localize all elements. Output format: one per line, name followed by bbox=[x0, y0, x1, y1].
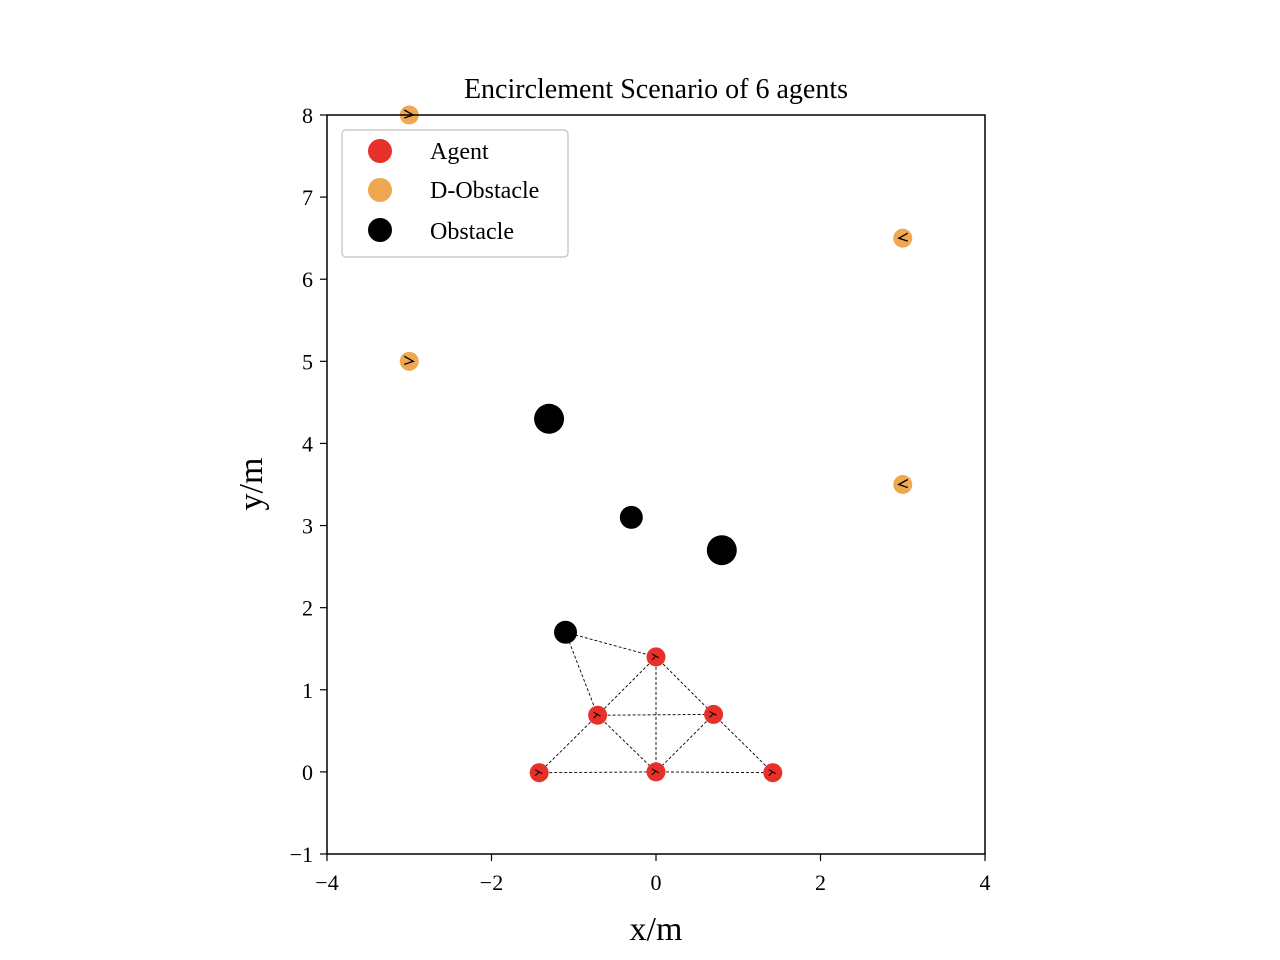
legend-label-obstacle: Obstacle bbox=[430, 219, 514, 245]
d-obstacle-heading bbox=[897, 232, 909, 242]
legend-marker-d-obstacle bbox=[368, 178, 392, 202]
x-axis: −4 −2 0 2 4 bbox=[315, 854, 991, 895]
y-tick-label: −1 bbox=[290, 842, 313, 867]
obstacle-link bbox=[565, 631, 657, 658]
y-tick-label: 5 bbox=[302, 349, 313, 374]
agent-heading bbox=[534, 769, 543, 777]
formation-link bbox=[538, 714, 598, 774]
y-tick-label: 1 bbox=[302, 678, 313, 703]
agent-point bbox=[529, 763, 549, 783]
d-obstacle-heading bbox=[403, 355, 415, 365]
obstacle-point bbox=[706, 535, 737, 566]
agent-point bbox=[704, 704, 724, 724]
y-tick-label: 0 bbox=[302, 760, 313, 785]
x-tick-label: 2 bbox=[815, 870, 826, 895]
y-tick-label: 8 bbox=[302, 103, 313, 128]
agent-point bbox=[646, 647, 666, 667]
d-obstacle-point bbox=[893, 228, 913, 248]
legend-label-d-obstacle: D-Obstacle bbox=[430, 178, 539, 204]
obstacle-link bbox=[565, 632, 599, 716]
agent-heading bbox=[651, 768, 660, 776]
agent-heading bbox=[593, 711, 601, 719]
formation-link bbox=[597, 713, 714, 716]
chart-title: Encirclement Scenario of 6 agents bbox=[464, 74, 848, 105]
formation-link bbox=[655, 714, 714, 773]
legend: Agent D-Obstacle Obstacle bbox=[341, 129, 569, 258]
y-axis-label: y/m bbox=[233, 458, 270, 511]
x-tick-label: −2 bbox=[480, 870, 503, 895]
y-tick-label: 7 bbox=[302, 185, 313, 210]
agent-heading bbox=[651, 653, 660, 661]
d-obstacle-heading bbox=[897, 478, 909, 489]
legend-marker-agent bbox=[368, 139, 392, 163]
x-tick-label: 4 bbox=[980, 870, 991, 895]
y-tick-label: 2 bbox=[302, 596, 313, 621]
legend-label-agent: Agent bbox=[430, 139, 489, 165]
x-tick-label: 0 bbox=[651, 870, 662, 895]
agent-point bbox=[646, 762, 666, 782]
legend-box bbox=[341, 129, 569, 258]
formation-link bbox=[713, 714, 774, 774]
agent-point bbox=[763, 763, 783, 783]
obstacle-point bbox=[554, 620, 578, 644]
y-tick-label: 3 bbox=[302, 514, 313, 539]
x-tick-label: −4 bbox=[315, 870, 338, 895]
y-tick-label: 6 bbox=[302, 267, 313, 292]
d-obstacle-point bbox=[399, 351, 419, 371]
obstacle-point bbox=[619, 505, 643, 529]
formation-link bbox=[655, 656, 714, 715]
formation-link bbox=[539, 771, 657, 774]
formation-link bbox=[597, 656, 657, 716]
formation-link bbox=[655, 771, 773, 774]
d-obstacle-point bbox=[893, 475, 913, 494]
agent-point bbox=[588, 705, 608, 725]
formation-link bbox=[597, 714, 657, 773]
legend-marker-obstacle bbox=[368, 218, 392, 242]
obstacle-point bbox=[534, 403, 565, 434]
agent-heading bbox=[709, 710, 717, 718]
y-axis: −1 0 1 2 3 4 5 6 7 8 bbox=[290, 103, 327, 867]
agent-heading bbox=[768, 769, 777, 777]
y-tick-label: 4 bbox=[302, 431, 313, 456]
x-axis-label: x/m bbox=[630, 911, 683, 948]
